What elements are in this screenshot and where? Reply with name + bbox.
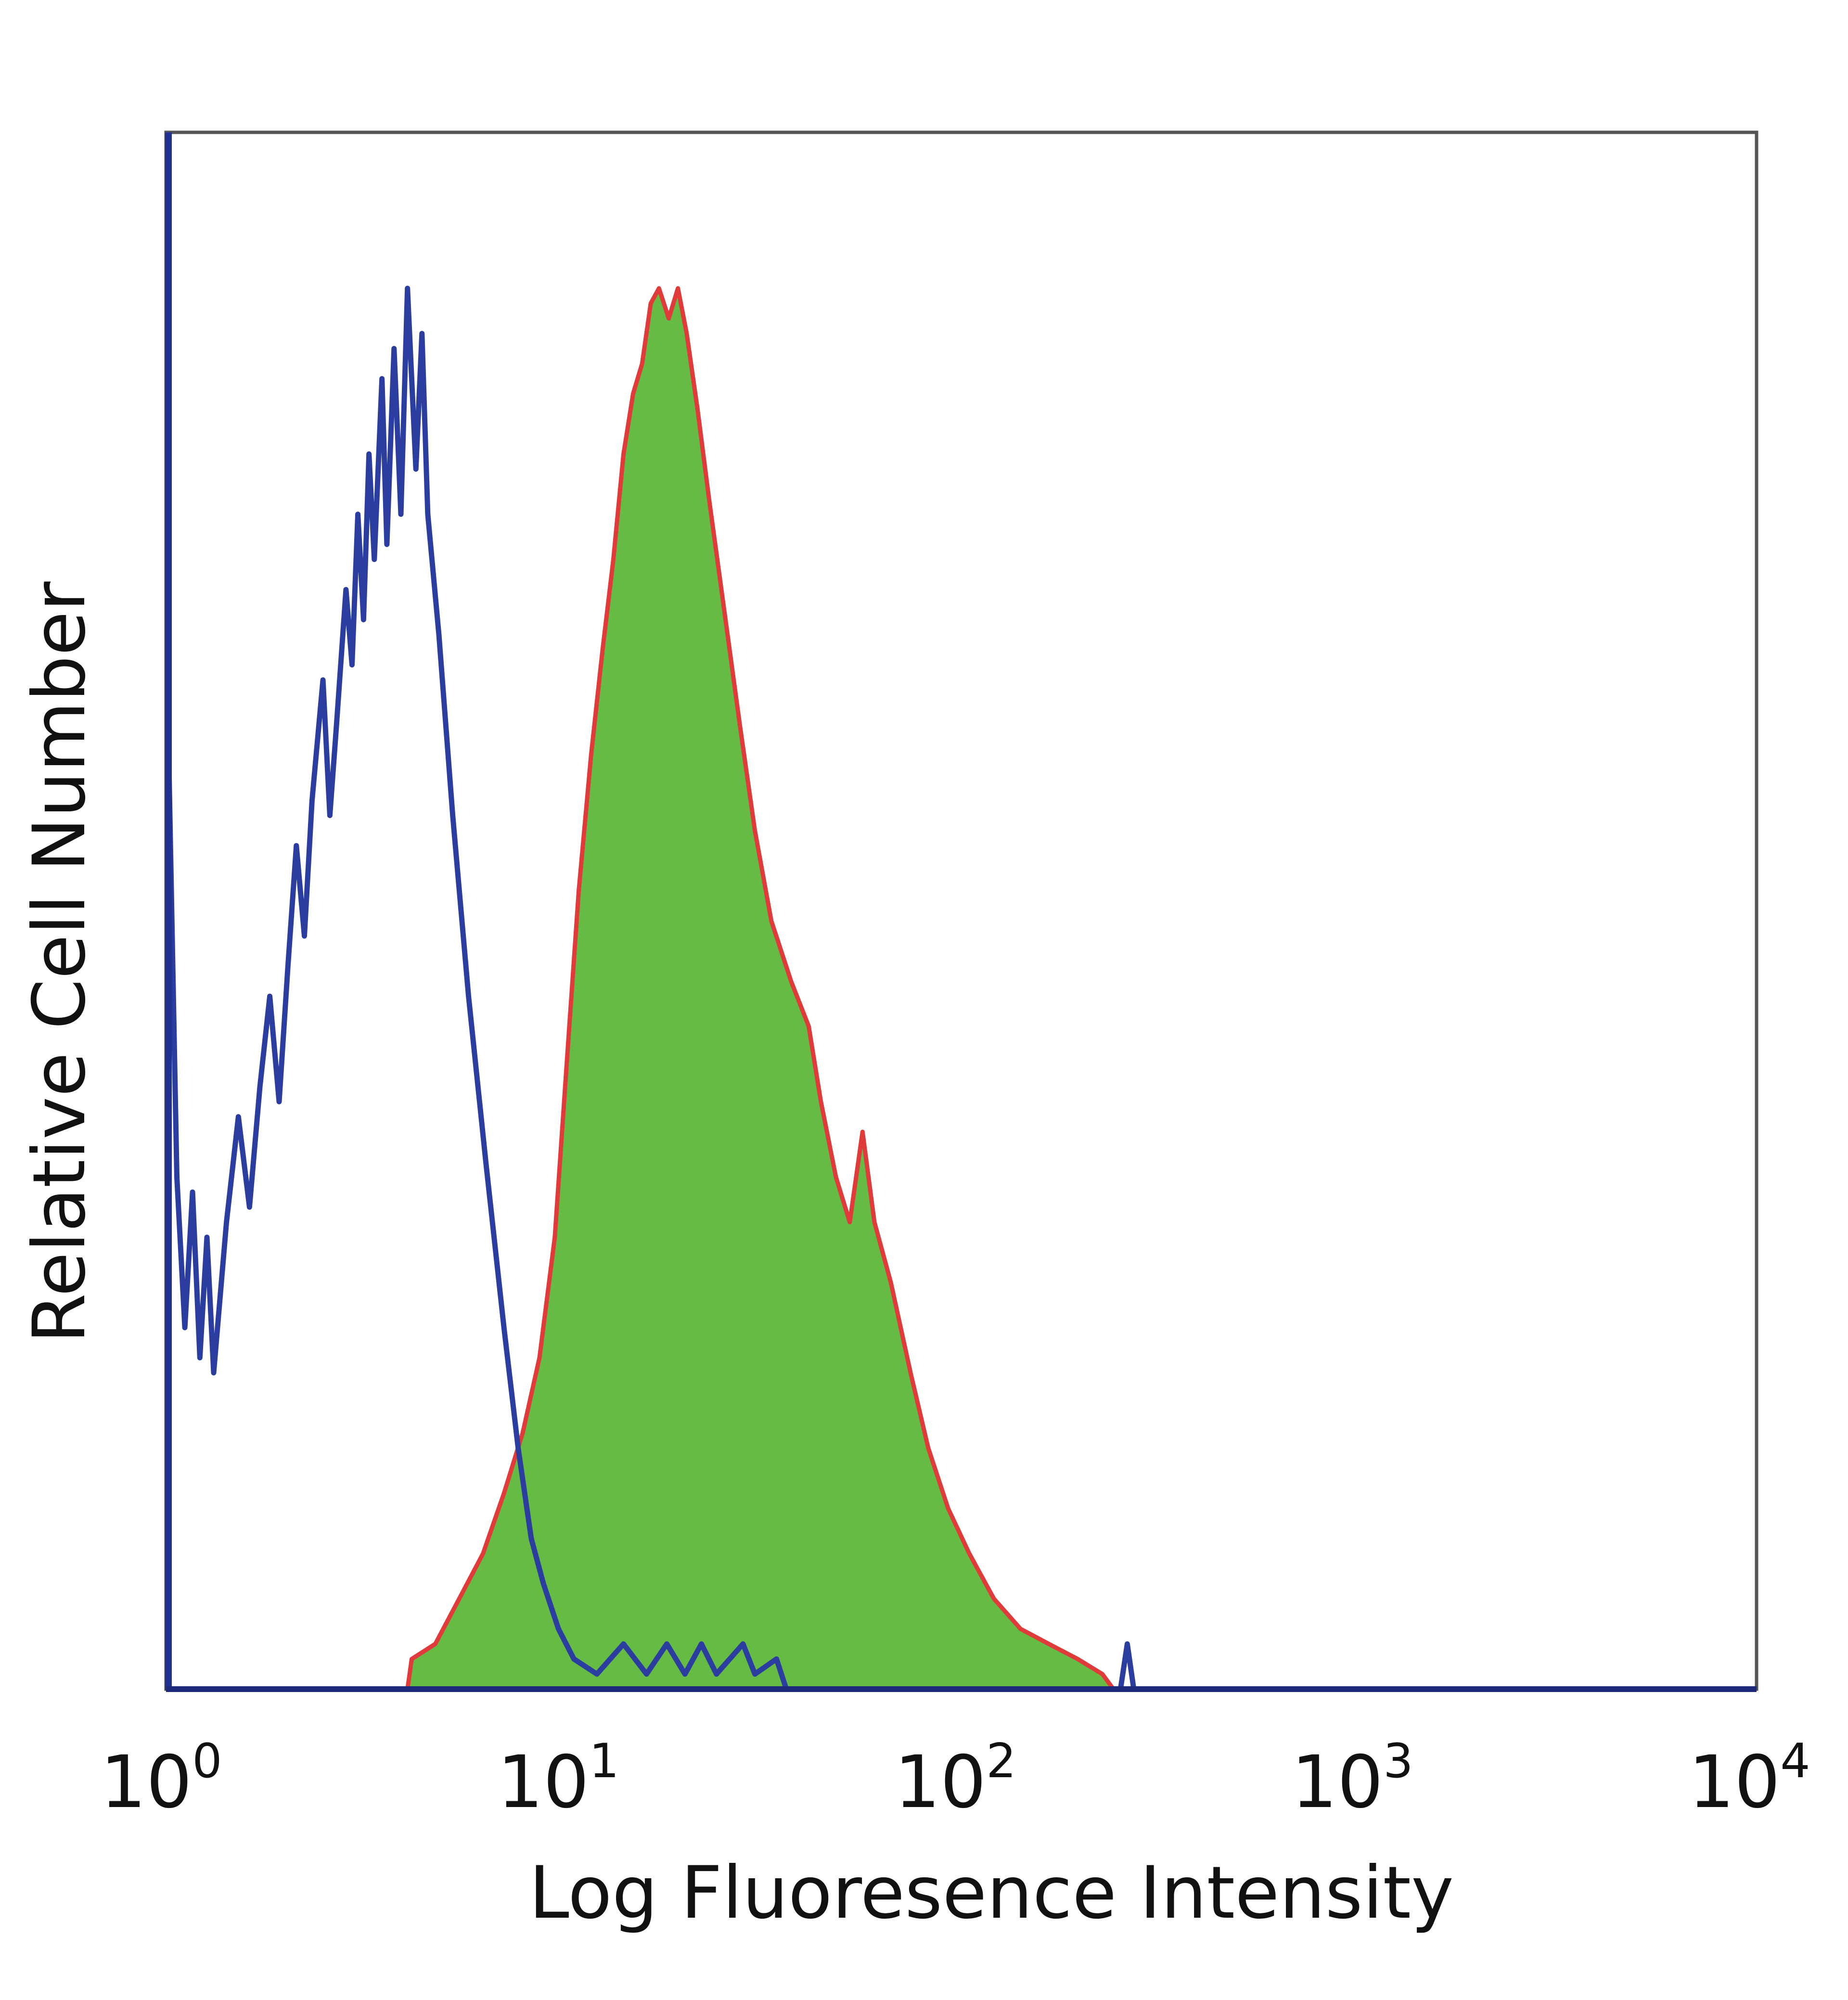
x-tick-labels: 100 101 102 103 104: [100, 1734, 1810, 1824]
x-tick-label-1: 101: [497, 1734, 619, 1824]
series-layer: [166, 285, 1757, 1692]
x-axis-title: Log Fluoresence Intensity: [529, 1851, 1454, 1935]
x-tick-label-2: 102: [894, 1734, 1016, 1824]
x-tick-label-0: 100: [100, 1734, 222, 1824]
y-axis-title: Relative Cell Number: [18, 581, 102, 1344]
x-tick-label-4: 104: [1688, 1734, 1810, 1824]
series-1-filled-histogram: [405, 286, 1116, 1692]
series-0-outline-histogram: [166, 285, 1757, 1692]
x-tick-label-3: 103: [1291, 1734, 1413, 1824]
